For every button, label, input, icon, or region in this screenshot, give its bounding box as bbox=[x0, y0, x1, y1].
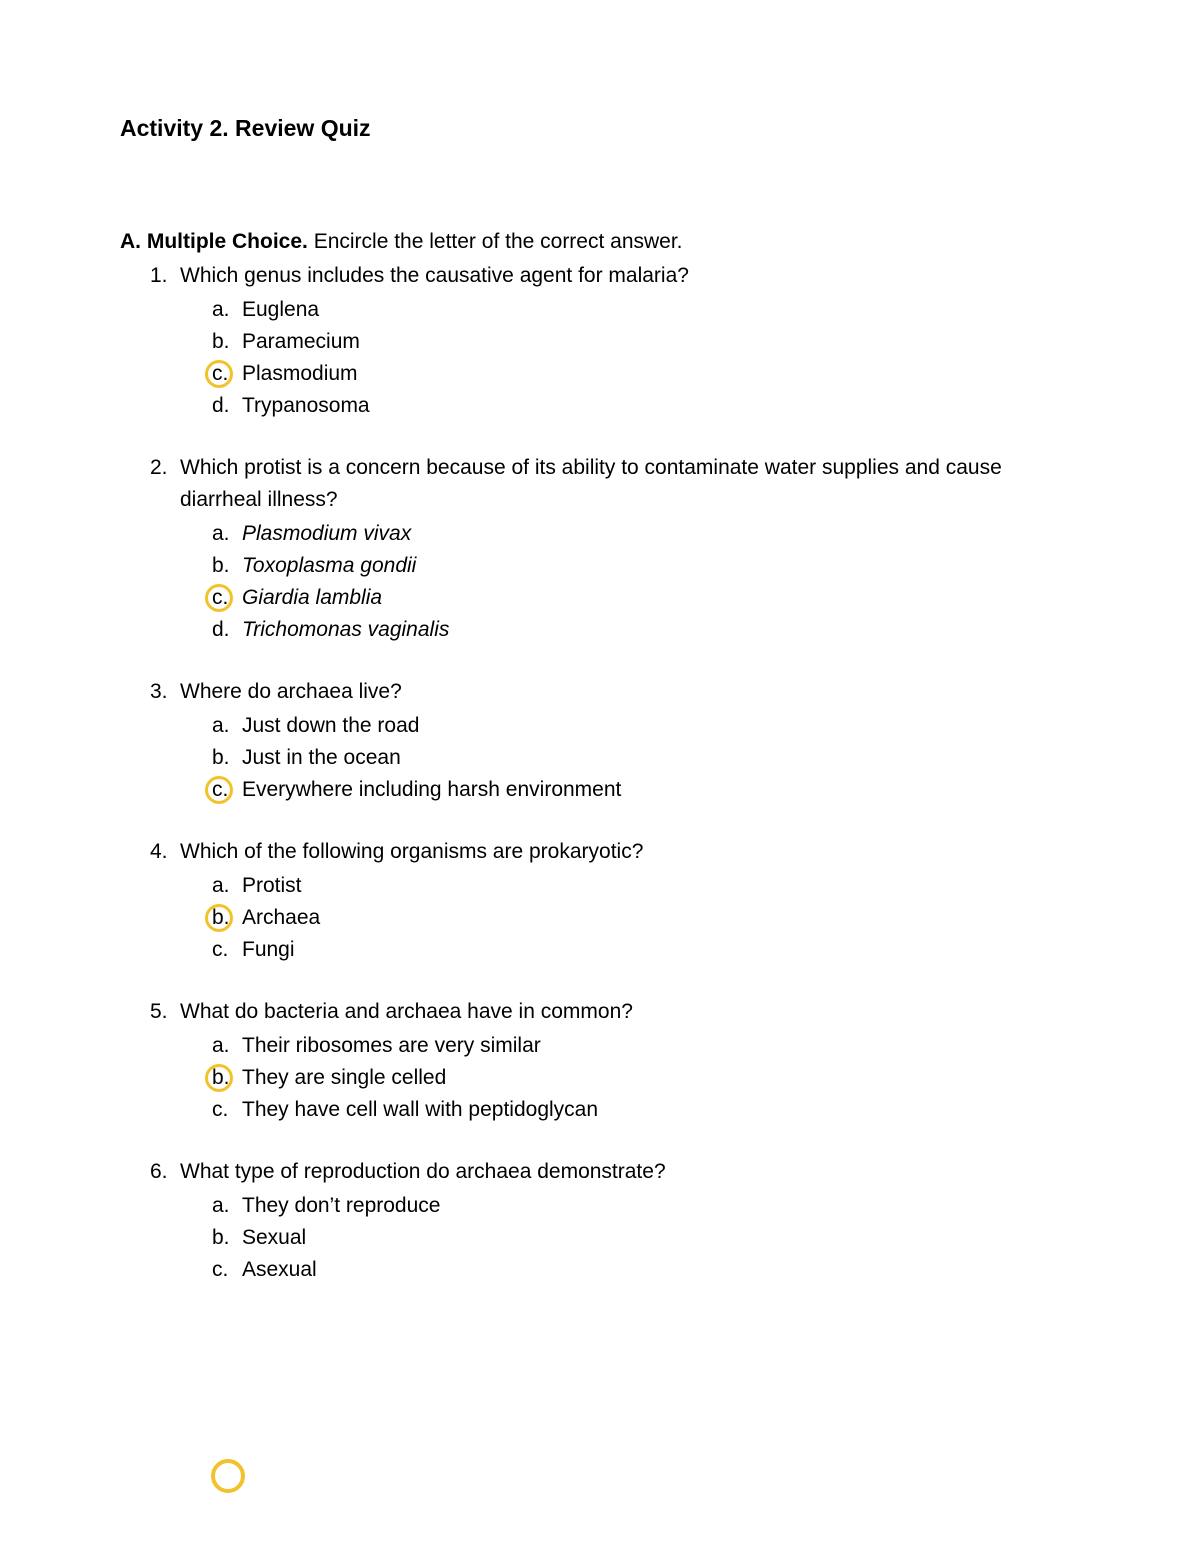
option-text: They have cell wall with peptidoglycan bbox=[242, 1094, 1080, 1126]
question-number: 1. bbox=[150, 260, 180, 292]
option: c.Plasmodium bbox=[212, 358, 1080, 390]
option-letter: b. bbox=[212, 742, 242, 774]
question-line: 2.Which protist is a concern because of … bbox=[150, 452, 1080, 516]
option-text: Toxoplasma gondii bbox=[242, 550, 1080, 582]
question: 6.What type of reproduction do archaea d… bbox=[150, 1156, 1080, 1286]
question-number: 6. bbox=[150, 1156, 180, 1188]
option-text: Sexual bbox=[242, 1222, 1080, 1254]
option: b.Paramecium bbox=[212, 326, 1080, 358]
option-text: Giardia lamblia bbox=[242, 582, 1080, 614]
option: c.Asexual bbox=[212, 1254, 1080, 1286]
option: b.Archaea bbox=[212, 902, 1080, 934]
option-letter: c. bbox=[212, 358, 242, 390]
option-text: Archaea bbox=[242, 902, 1080, 934]
section-label: A. Multiple Choice. bbox=[120, 230, 308, 253]
options-list: a.Plasmodium vivaxb.Toxoplasma gondiic.G… bbox=[212, 518, 1080, 646]
option: b.They are single celled bbox=[212, 1062, 1080, 1094]
option: a.Protist bbox=[212, 870, 1080, 902]
option-letter: a. bbox=[212, 294, 242, 326]
option-letter: a. bbox=[212, 1190, 242, 1222]
option: c.They have cell wall with peptidoglycan bbox=[212, 1094, 1080, 1126]
question-line: 5.What do bacteria and archaea have in c… bbox=[150, 996, 1080, 1028]
question-line: 4.Which of the following organisms are p… bbox=[150, 836, 1080, 868]
question: 4.Which of the following organisms are p… bbox=[150, 836, 1080, 966]
question-number: 5. bbox=[150, 996, 180, 1028]
option-text: Just down the road bbox=[242, 710, 1080, 742]
question-text: What type of reproduction do archaea dem… bbox=[180, 1156, 1080, 1188]
option-letter: b. bbox=[212, 326, 242, 358]
section-instruction-line: A. Multiple Choice. Encircle the letter … bbox=[120, 230, 1080, 254]
option-letter: c. bbox=[212, 1094, 242, 1126]
section-instruction: Encircle the letter of the correct answe… bbox=[314, 230, 683, 253]
question-line: 6.What type of reproduction do archaea d… bbox=[150, 1156, 1080, 1188]
options-list: a.Euglenab.Parameciumc.Plasmodiumd.Trypa… bbox=[212, 294, 1080, 422]
options-list: a.They don’t reproduceb.Sexualc.Asexual bbox=[212, 1190, 1080, 1286]
option: a.They don’t reproduce bbox=[212, 1190, 1080, 1222]
question: 3.Where do archaea live?a.Just down the … bbox=[150, 676, 1080, 806]
question: 1.Which genus includes the causative age… bbox=[150, 260, 1080, 422]
option-letter: c. bbox=[212, 1254, 242, 1286]
options-list: a.Protistb.Archaeac.Fungi bbox=[212, 870, 1080, 966]
option-text: Euglena bbox=[242, 294, 1080, 326]
option-letter: c. bbox=[212, 774, 242, 806]
option-text: Asexual bbox=[242, 1254, 1080, 1286]
option: d.Trypanosoma bbox=[212, 390, 1080, 422]
option-text: Just in the ocean bbox=[242, 742, 1080, 774]
option-letter: d. bbox=[212, 390, 242, 422]
option-letter: b. bbox=[212, 1222, 242, 1254]
option: b.Sexual bbox=[212, 1222, 1080, 1254]
page-title: Activity 2. Review Quiz bbox=[120, 115, 1080, 142]
question-number: 2. bbox=[150, 452, 180, 516]
option: a.Plasmodium vivax bbox=[212, 518, 1080, 550]
option-text: Plasmodium bbox=[242, 358, 1080, 390]
option-text: They don’t reproduce bbox=[242, 1190, 1080, 1222]
option: c.Fungi bbox=[212, 934, 1080, 966]
option: a.Their ribosomes are very similar bbox=[212, 1030, 1080, 1062]
question-text: Which protist is a concern because of it… bbox=[180, 452, 1080, 516]
option: a.Euglena bbox=[212, 294, 1080, 326]
question-line: 3.Where do archaea live? bbox=[150, 676, 1080, 708]
questions-list: 1.Which genus includes the causative age… bbox=[150, 260, 1080, 1286]
question-number: 3. bbox=[150, 676, 180, 708]
option: b.Toxoplasma gondii bbox=[212, 550, 1080, 582]
option: d.Trichomonas vaginalis bbox=[212, 614, 1080, 646]
option-text: Trypanosoma bbox=[242, 390, 1080, 422]
option-letter: d. bbox=[212, 614, 242, 646]
option-letter: b. bbox=[212, 1062, 242, 1094]
option-letter: c. bbox=[212, 934, 242, 966]
option-text: Fungi bbox=[242, 934, 1080, 966]
question-number: 4. bbox=[150, 836, 180, 868]
option: a.Just down the road bbox=[212, 710, 1080, 742]
option-letter: b. bbox=[212, 902, 242, 934]
question-line: 1.Which genus includes the causative age… bbox=[150, 260, 1080, 292]
question-text: What do bacteria and archaea have in com… bbox=[180, 996, 1080, 1028]
question-text: Which genus includes the causative agent… bbox=[180, 260, 1080, 292]
option-text: Their ribosomes are very similar bbox=[242, 1030, 1080, 1062]
option-letter: c. bbox=[212, 582, 242, 614]
option-letter: a. bbox=[212, 1030, 242, 1062]
question: 5.What do bacteria and archaea have in c… bbox=[150, 996, 1080, 1126]
option-text: Plasmodium vivax bbox=[242, 518, 1080, 550]
question-text: Where do archaea live? bbox=[180, 676, 1080, 708]
option-text: They are single celled bbox=[242, 1062, 1080, 1094]
question: 2.Which protist is a concern because of … bbox=[150, 452, 1080, 646]
option-text: Everywhere including harsh environment bbox=[242, 774, 1080, 806]
options-list: a.Their ribosomes are very similarb.They… bbox=[212, 1030, 1080, 1126]
option-letter: b. bbox=[212, 550, 242, 582]
option-text: Trichomonas vaginalis bbox=[242, 614, 1080, 646]
option-letter: a. bbox=[212, 710, 242, 742]
quiz-page: Activity 2. Review Quiz A. Multiple Choi… bbox=[0, 0, 1200, 1553]
option: b.Just in the ocean bbox=[212, 742, 1080, 774]
question-text: Which of the following organisms are pro… bbox=[180, 836, 1080, 868]
option-letter: a. bbox=[212, 518, 242, 550]
stray-circle-mark bbox=[211, 1459, 245, 1493]
option: c.Giardia lamblia bbox=[212, 582, 1080, 614]
option-text: Protist bbox=[242, 870, 1080, 902]
options-list: a.Just down the roadb.Just in the oceanc… bbox=[212, 710, 1080, 806]
option: c.Everywhere including harsh environment bbox=[212, 774, 1080, 806]
option-letter: a. bbox=[212, 870, 242, 902]
option-text: Paramecium bbox=[242, 326, 1080, 358]
